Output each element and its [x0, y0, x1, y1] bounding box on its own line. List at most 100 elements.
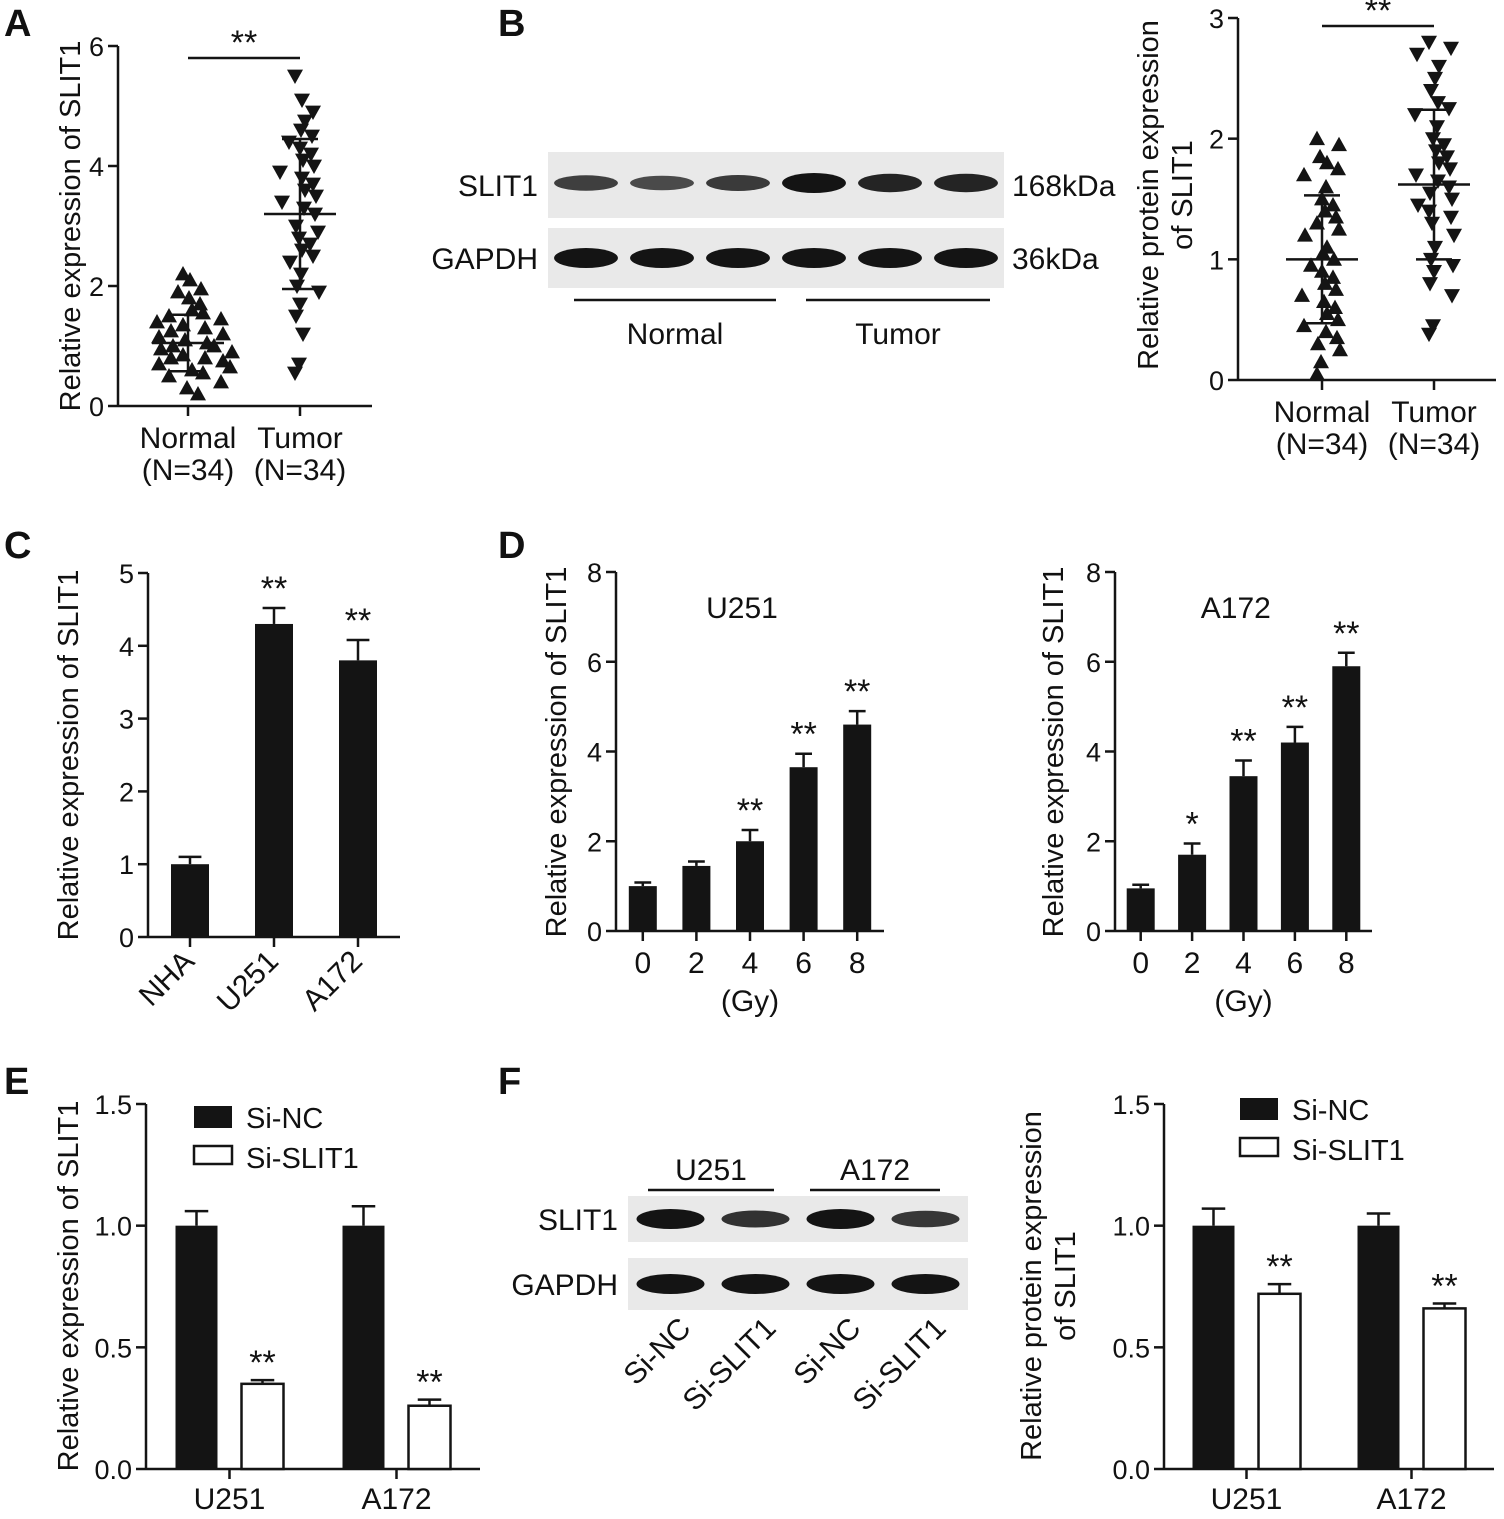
x-tick-label: 0 [1132, 947, 1149, 980]
y-tick-label: 1.5 [94, 1090, 132, 1120]
data-point [294, 93, 310, 108]
data-point [272, 165, 288, 180]
y-axis-title: of SLIT1 [1050, 1231, 1082, 1341]
chart-inset-title: U251 [706, 592, 778, 625]
x-axis-title: (Gy) [1214, 985, 1272, 1018]
data-point [1328, 209, 1344, 224]
data-point [149, 314, 165, 329]
data-point [1312, 148, 1328, 164]
data-point [310, 225, 326, 240]
y-tick-label: 2 [1209, 125, 1224, 155]
data-point [1430, 96, 1446, 111]
data-point [1327, 299, 1343, 314]
bar [736, 841, 764, 931]
x-tick-label: 4 [1235, 947, 1252, 980]
data-point [1318, 323, 1334, 339]
significance-mark: ** [1333, 615, 1359, 653]
panel-label-f: F [498, 1061, 521, 1103]
data-point [305, 177, 321, 192]
significance-mark: ** [249, 1344, 275, 1382]
significance-mark: ** [261, 570, 287, 608]
panel-label-a: A [4, 3, 31, 45]
data-point [197, 350, 213, 365]
significance-mark: ** [790, 716, 816, 754]
y-axis-title: Relative protein expression [1133, 20, 1165, 370]
y-tick-label: 1 [1209, 245, 1224, 275]
legend-swatch [194, 1106, 232, 1128]
y-tick-label: 1.0 [94, 1212, 132, 1242]
y-tick-label: 5 [119, 559, 134, 589]
data-point [1296, 166, 1312, 182]
data-point [1408, 168, 1424, 183]
blot-row-label: SLIT1 [458, 170, 538, 203]
y-tick-label: 1.5 [1112, 1090, 1150, 1120]
significance-mark: ** [844, 673, 870, 711]
y-tick-label: 4 [587, 738, 602, 768]
data-point [1409, 47, 1425, 63]
y-tick-label: 3 [1209, 4, 1224, 34]
data-point [151, 356, 167, 371]
y-tick-label: 0.5 [94, 1333, 132, 1363]
panel-label-c: C [4, 525, 31, 567]
data-point [305, 249, 321, 264]
bar [407, 1404, 452, 1471]
significance-mark: ** [1230, 722, 1256, 760]
legend-label: Si-NC [1292, 1095, 1369, 1127]
chart-d-u251-bar: 0 2 4 6 8 Relative expression of SLIT1 0 2 ** 4 **… [541, 558, 884, 1018]
y-axis-title: Relative expression of SLIT1 [55, 41, 87, 412]
y-tick-label: 0.0 [94, 1455, 132, 1485]
x-tick-label: A172 [361, 1483, 431, 1516]
x-axis-title: (Gy) [721, 985, 779, 1018]
blot-membrane [548, 152, 1004, 218]
data-point [1445, 258, 1461, 274]
panel-label-d: D [498, 525, 525, 567]
y-tick-label: 3 [119, 705, 134, 735]
data-point [306, 159, 322, 174]
y-tick-label: 6 [1086, 648, 1101, 678]
blot-membrane [548, 228, 1004, 288]
bar [1257, 1292, 1302, 1471]
y-tick-label: 6 [587, 648, 602, 678]
data-point [297, 114, 313, 129]
data-point [1407, 108, 1423, 123]
bar [1280, 742, 1309, 931]
y-axis-title: Relative expression of SLIT1 [541, 567, 573, 938]
data-point [161, 368, 177, 383]
x-tick-label: NHA [133, 945, 201, 1013]
data-point [1439, 150, 1455, 165]
data-point [163, 323, 179, 338]
data-point [190, 386, 206, 401]
y-tick-label: 1.0 [1112, 1212, 1150, 1242]
data-point [1325, 197, 1341, 212]
y-tick-label: 0 [1086, 917, 1101, 947]
data-point [184, 362, 200, 377]
data-point [1436, 138, 1452, 153]
chart-f-grouped-bar: 0.0 0.5 1.0 1.5 Relative protein expression o… [1016, 1090, 1494, 1516]
data-point [303, 147, 319, 162]
data-point [222, 359, 238, 374]
data-point [197, 320, 213, 335]
y-tick-label: 4 [119, 632, 134, 662]
data-point [1310, 335, 1326, 351]
blot-band [858, 248, 922, 268]
data-point [1424, 216, 1440, 232]
y-tick-label: 4 [89, 152, 104, 182]
y-tick-label: 0 [119, 923, 134, 953]
data-point [153, 341, 169, 356]
bar [342, 1225, 385, 1469]
blot-band [858, 173, 922, 193]
data-point [1421, 35, 1437, 51]
data-point [1423, 84, 1439, 99]
data-point [184, 302, 200, 317]
blot-band [706, 175, 770, 191]
x-tick-sublabel: (N=34) [254, 454, 347, 487]
blot-row-label: GAPDH [511, 1269, 618, 1302]
data-point [1325, 269, 1341, 284]
data-point [1318, 178, 1334, 194]
data-point [1427, 71, 1443, 87]
chart-c-bar: 0 1 2 3 4 5 Relative expression of SLIT1 NHA ** U… [53, 559, 400, 1019]
x-tick-label: U251 [194, 1483, 266, 1516]
blot-group-label: Tumor [855, 318, 941, 351]
y-tick-label: 6 [89, 32, 104, 62]
legend-swatch [192, 1144, 234, 1166]
